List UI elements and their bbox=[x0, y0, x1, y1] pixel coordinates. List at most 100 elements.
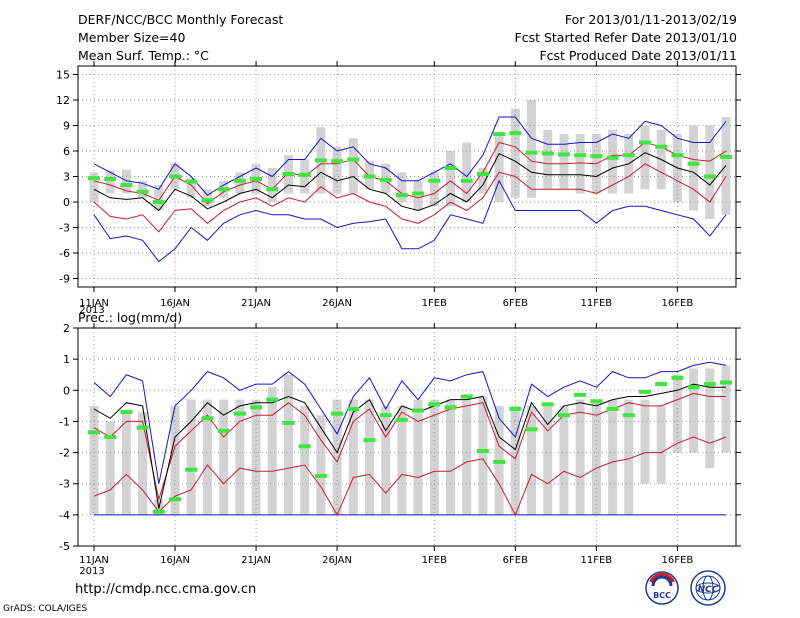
ensemble-box bbox=[510, 108, 520, 198]
y-tick-label: -3 bbox=[59, 222, 70, 235]
observation-marker bbox=[185, 179, 198, 184]
observation-marker bbox=[201, 416, 214, 421]
plot-frame bbox=[77, 327, 737, 547]
observation-marker bbox=[541, 402, 554, 407]
ensemble-box bbox=[251, 399, 261, 515]
observation-marker bbox=[266, 397, 279, 402]
observation-marker bbox=[606, 155, 619, 160]
observation-marker bbox=[347, 157, 360, 162]
observation-marker bbox=[152, 200, 165, 204]
ensemble-box bbox=[235, 399, 245, 515]
observation-marker bbox=[363, 174, 376, 179]
observation-marker bbox=[298, 172, 311, 177]
ensemble-box bbox=[300, 405, 310, 515]
observation-marker bbox=[493, 459, 506, 464]
ensemble-box bbox=[608, 399, 618, 515]
ensemble-box bbox=[527, 100, 537, 198]
observation-marker bbox=[88, 176, 100, 181]
y-tick-label: -2 bbox=[59, 447, 70, 460]
upper-red-line bbox=[93, 392, 726, 500]
observation-marker bbox=[88, 430, 100, 435]
observation-marker bbox=[250, 177, 263, 182]
observation-marker bbox=[476, 171, 489, 176]
observation-marker bbox=[282, 171, 295, 176]
observation-marker bbox=[460, 394, 473, 399]
observation-marker bbox=[217, 428, 230, 433]
ensemble-box bbox=[446, 399, 456, 515]
ensemble-mean-line bbox=[93, 383, 726, 509]
ensemble-box bbox=[154, 185, 164, 211]
ensemble-box bbox=[640, 125, 650, 190]
ensemble-box bbox=[348, 399, 358, 515]
observation-marker bbox=[606, 406, 619, 411]
ensemble-box bbox=[689, 368, 699, 453]
ensemble-box bbox=[559, 405, 569, 515]
precipitation-panel: -5 -4 -3 -2 -1 0 1 2 11JAN 16JAN 21JAN 26JAN 1FEB 6FE… bbox=[59, 310, 741, 577]
observation-marker bbox=[638, 140, 651, 145]
panel-title: Prec.: log(mm/d) bbox=[78, 310, 182, 325]
ensemble-box bbox=[105, 170, 115, 194]
x-year-label: 2013 bbox=[79, 305, 104, 316]
observation-marker bbox=[217, 187, 230, 192]
observation-marker bbox=[557, 413, 570, 418]
observation-marker bbox=[395, 417, 408, 422]
observation-marker bbox=[671, 375, 684, 380]
ensemble-box bbox=[705, 125, 715, 219]
x-tick-label: 6FEB bbox=[503, 555, 528, 566]
observation-marker bbox=[169, 174, 182, 179]
y-tick-label: 3 bbox=[63, 171, 70, 184]
observation-marker bbox=[169, 497, 182, 502]
upper-red-line bbox=[93, 141, 727, 205]
ensemble-box bbox=[267, 168, 277, 202]
ensemble-box bbox=[381, 405, 391, 515]
observation-marker bbox=[574, 153, 587, 158]
ensemble-box bbox=[89, 172, 99, 202]
lower-blue-line bbox=[93, 179, 727, 263]
observation-marker bbox=[136, 425, 149, 430]
ensemble-box bbox=[202, 189, 212, 207]
y-tick-label: 1 bbox=[63, 353, 70, 366]
ensemble-box bbox=[721, 365, 731, 453]
source-url[interactable]: http://cmdp.ncc.cma.gov.cn bbox=[75, 582, 257, 597]
ensemble-box bbox=[138, 180, 148, 198]
forecast-produced-date: Fcst Produced Date 2013/01/11 bbox=[539, 48, 737, 63]
observation-marker bbox=[395, 193, 408, 198]
observation-marker bbox=[541, 151, 554, 156]
ensemble-box bbox=[446, 151, 456, 207]
observation-marker bbox=[298, 444, 311, 449]
observation-marker bbox=[509, 406, 522, 411]
x-tick-label: 16JAN bbox=[160, 298, 190, 309]
y-tick-label: 2 bbox=[63, 322, 70, 335]
y-tick-label: 0 bbox=[63, 384, 70, 397]
ensemble-box bbox=[235, 172, 245, 194]
observation-marker bbox=[525, 150, 538, 155]
observation-marker bbox=[428, 178, 441, 183]
x-tick-label: 21JAN bbox=[241, 298, 271, 309]
y-tick-label: -5 bbox=[59, 540, 70, 553]
observation-marker bbox=[687, 161, 700, 166]
observation-marker bbox=[671, 153, 684, 158]
observation-marker bbox=[444, 166, 457, 170]
observation-marker bbox=[331, 411, 344, 416]
x-tick-label: 11JAN bbox=[79, 298, 109, 309]
observation-marker bbox=[347, 406, 360, 411]
observation-marker bbox=[720, 380, 732, 385]
ensemble-box bbox=[348, 138, 358, 194]
x-tick-label: 16FEB bbox=[662, 555, 694, 566]
y-tick-label: -3 bbox=[59, 478, 70, 491]
observation-marker bbox=[687, 385, 700, 390]
y-tick-label: -1 bbox=[59, 415, 70, 428]
observation-marker bbox=[590, 154, 603, 159]
observation-marker bbox=[120, 183, 133, 187]
observation-marker bbox=[590, 399, 603, 404]
observation-marker bbox=[363, 438, 376, 443]
ensemble-box bbox=[543, 129, 553, 190]
observation-marker bbox=[201, 198, 214, 203]
observation-marker bbox=[185, 467, 198, 472]
upper-blue-line bbox=[93, 361, 727, 484]
y-tick-label: -9 bbox=[59, 273, 70, 286]
ensemble-box bbox=[608, 129, 618, 194]
observation-marker bbox=[655, 144, 668, 149]
observation-marker bbox=[638, 389, 651, 394]
lower-red-line bbox=[93, 436, 727, 517]
